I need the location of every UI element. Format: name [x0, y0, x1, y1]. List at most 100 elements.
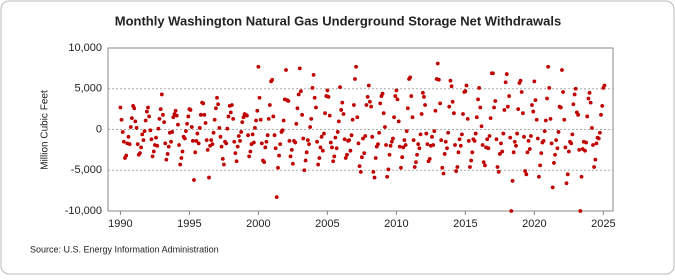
data-point	[297, 66, 302, 71]
data-point	[469, 158, 474, 163]
data-point	[264, 139, 269, 144]
data-point	[295, 106, 300, 111]
data-point	[287, 139, 292, 143]
data-point	[171, 115, 176, 120]
data-point	[397, 144, 402, 149]
data-point	[224, 141, 229, 146]
data-point	[343, 156, 348, 160]
data-point	[504, 72, 509, 76]
data-point	[524, 172, 529, 177]
data-point	[396, 119, 401, 124]
data-point	[325, 88, 330, 93]
data-point	[226, 114, 231, 119]
data-point	[560, 68, 564, 72]
data-point	[530, 103, 534, 107]
data-point	[241, 115, 246, 120]
data-point	[210, 142, 215, 147]
data-point	[138, 151, 142, 156]
data-point	[361, 136, 365, 141]
data-point	[234, 159, 239, 164]
data-point	[177, 143, 181, 147]
data-point	[576, 112, 580, 117]
data-point	[314, 105, 318, 110]
data-point	[294, 121, 299, 126]
data-point	[359, 155, 364, 160]
data-point	[271, 114, 276, 119]
data-point	[134, 125, 139, 130]
data-point	[485, 137, 490, 142]
data-point	[585, 114, 590, 119]
data-point	[265, 133, 270, 138]
data-point	[515, 131, 520, 136]
data-point	[486, 146, 491, 151]
data-point	[516, 107, 521, 112]
data-point	[388, 143, 393, 148]
data-point	[127, 142, 132, 147]
data-point	[129, 116, 134, 120]
data-point	[527, 147, 532, 151]
data-point	[438, 101, 443, 106]
data-point	[564, 181, 569, 186]
data-point	[547, 86, 552, 90]
data-point	[553, 152, 557, 157]
data-point	[311, 72, 316, 77]
data-point	[492, 105, 496, 110]
data-point	[491, 71, 495, 76]
data-point	[319, 134, 324, 139]
data-point	[457, 137, 462, 142]
data-point	[255, 108, 260, 113]
data-point	[293, 140, 298, 145]
data-point	[545, 96, 549, 101]
data-point	[478, 105, 483, 110]
data-point	[188, 108, 193, 112]
data-point	[169, 139, 173, 144]
data-point	[140, 132, 145, 137]
data-point	[194, 139, 199, 143]
data-point	[209, 138, 214, 142]
data-point	[185, 121, 189, 126]
data-point	[412, 165, 417, 169]
data-point	[308, 125, 313, 129]
data-point	[331, 159, 336, 164]
y-tick-label: 5,000	[74, 83, 102, 95]
data-point	[474, 115, 479, 120]
x-tick-label: 2000	[246, 218, 270, 230]
data-point	[366, 83, 371, 88]
data-point	[205, 147, 210, 152]
data-point	[225, 126, 230, 131]
data-point	[452, 111, 456, 116]
data-point	[348, 148, 353, 153]
data-point	[472, 139, 477, 143]
data-point	[408, 75, 413, 80]
data-point	[310, 86, 315, 90]
data-point	[395, 97, 400, 102]
data-point	[139, 145, 144, 150]
data-point	[150, 154, 155, 159]
data-point	[220, 156, 225, 161]
data-point	[320, 148, 325, 153]
data-point	[302, 168, 307, 173]
data-point	[386, 167, 391, 172]
data-point	[405, 106, 410, 111]
data-point	[384, 143, 388, 147]
y-tick-label: -10,000	[65, 205, 102, 217]
data-point	[341, 112, 346, 116]
data-point	[552, 161, 556, 165]
data-point	[233, 151, 238, 156]
data-point	[439, 138, 444, 142]
data-point	[584, 140, 588, 145]
x-tick-label: 1995	[177, 218, 201, 230]
data-point	[157, 117, 162, 121]
data-point	[419, 112, 424, 116]
data-point	[509, 209, 514, 213]
data-point	[267, 103, 272, 107]
data-point	[416, 142, 421, 147]
data-point	[213, 106, 218, 111]
data-point	[318, 145, 323, 150]
data-point	[391, 136, 395, 141]
data-point	[350, 117, 355, 122]
data-point	[304, 150, 309, 155]
data-point	[420, 90, 425, 95]
data-point	[525, 150, 530, 155]
data-point	[431, 143, 436, 147]
